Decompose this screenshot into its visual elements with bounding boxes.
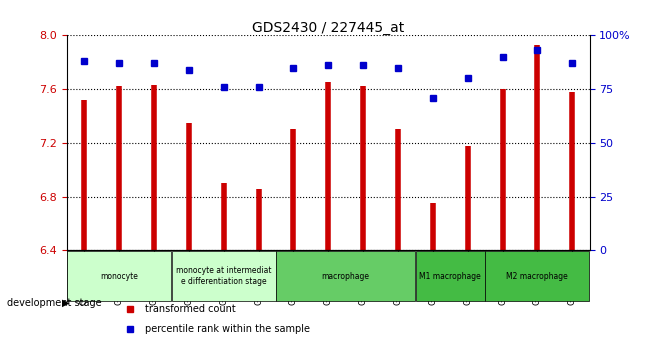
Text: M1 macrophage: M1 macrophage — [419, 272, 481, 281]
Text: GDS2430 / 227445_at: GDS2430 / 227445_at — [252, 21, 405, 35]
FancyBboxPatch shape — [68, 251, 171, 301]
Text: monocyte at intermediat
e differentiation stage: monocyte at intermediat e differentiatio… — [176, 267, 271, 286]
FancyBboxPatch shape — [486, 251, 589, 301]
Text: monocyte: monocyte — [100, 272, 138, 281]
Text: ▶: ▶ — [62, 298, 70, 308]
Text: M2 macrophage: M2 macrophage — [507, 272, 568, 281]
FancyBboxPatch shape — [277, 251, 415, 301]
FancyBboxPatch shape — [416, 251, 484, 301]
Text: macrophage: macrophage — [322, 272, 370, 281]
Text: percentile rank within the sample: percentile rank within the sample — [145, 324, 310, 335]
Text: development stage: development stage — [7, 298, 101, 308]
FancyBboxPatch shape — [172, 251, 275, 301]
Text: transformed count: transformed count — [145, 304, 236, 314]
